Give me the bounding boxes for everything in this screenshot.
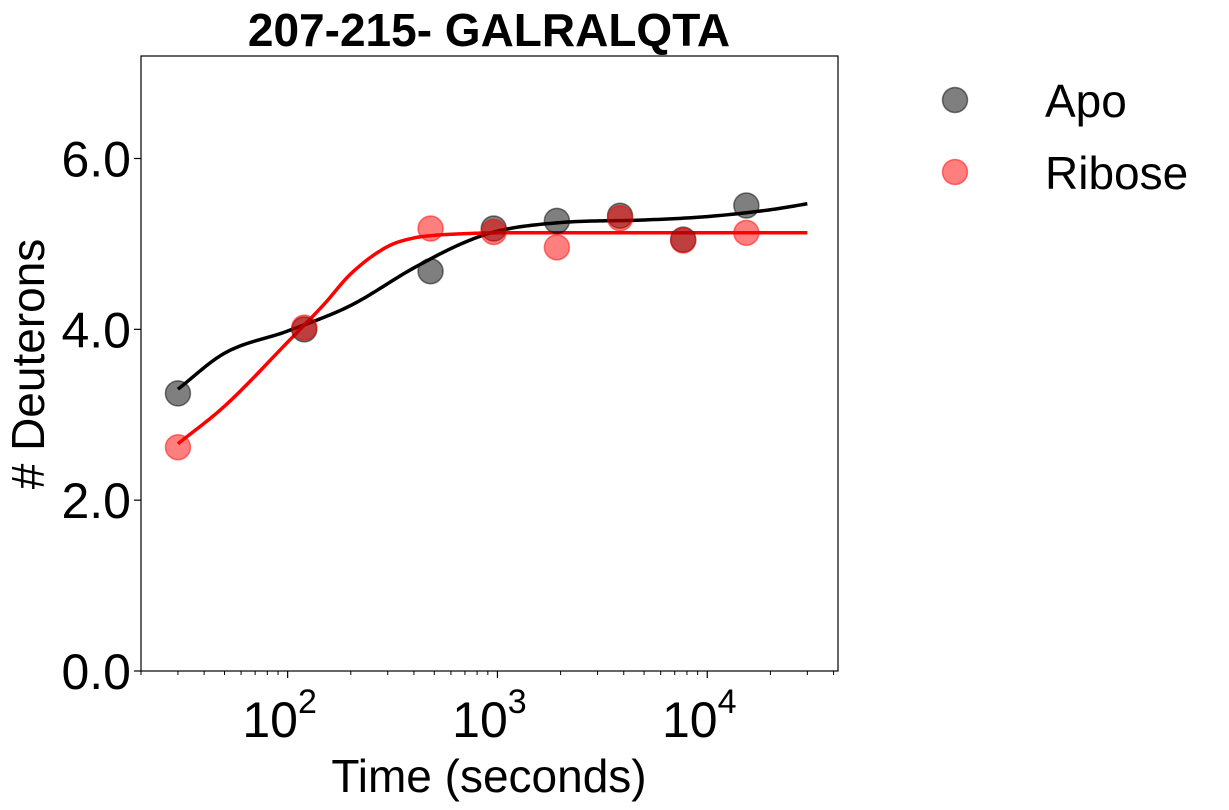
x-tick-label-2: 104 [662,683,737,748]
y-tick-label-2: 4.0 [61,302,131,358]
y-axis-label: # Deuterons [2,239,54,490]
ribose-point-1 [291,314,318,341]
plot-area-frame [140,55,839,672]
ribose-point-6 [669,227,697,254]
y-axis: 0.0 2.0 4.0 6.0 [61,132,141,700]
ribose-point-2 [417,215,444,242]
x-tick-label-1: 103 [452,683,527,748]
chart-title: 207-215- GALRALQTA [248,4,730,56]
legend-label-ribose: Ribose [1045,147,1188,199]
x-tick-exp-2: 4 [718,683,737,721]
x-axis: 102 103 104 [242,671,737,748]
x-tick-base-0: 10 [242,692,298,748]
ribose-point-5 [606,205,634,232]
apo-point-0 [164,380,192,407]
legend: Apo Ribose [941,75,1188,199]
x-tick-base-1: 10 [452,692,508,748]
x-tick-exp-1: 3 [508,683,527,721]
data-points [164,192,760,461]
apo-point-4 [543,207,571,235]
x-tick-exp-0: 2 [298,683,317,721]
legend-marker-ribose [941,158,969,186]
apo-point-7 [733,192,760,219]
ribose-fit-line [176,231,808,446]
ribose-point-0 [164,433,192,461]
legend-marker-apo [941,86,969,114]
x-tick-base-2: 10 [662,692,718,748]
x-axis-label: Time (seconds) [331,750,646,802]
legend-label-apo: Apo [1045,75,1127,127]
x-tick-label-0: 102 [242,683,317,748]
y-tick-label-1: 2.0 [61,473,131,529]
ribose-point-4 [543,234,571,261]
y-tick-label-0: 0.0 [61,644,131,700]
apo-point-2 [417,258,444,285]
ribose-point-3 [480,218,507,246]
ribose-point-7 [733,219,760,247]
y-tick-label-3: 6.0 [61,132,131,188]
x-axis-minor-ticks [140,671,835,675]
